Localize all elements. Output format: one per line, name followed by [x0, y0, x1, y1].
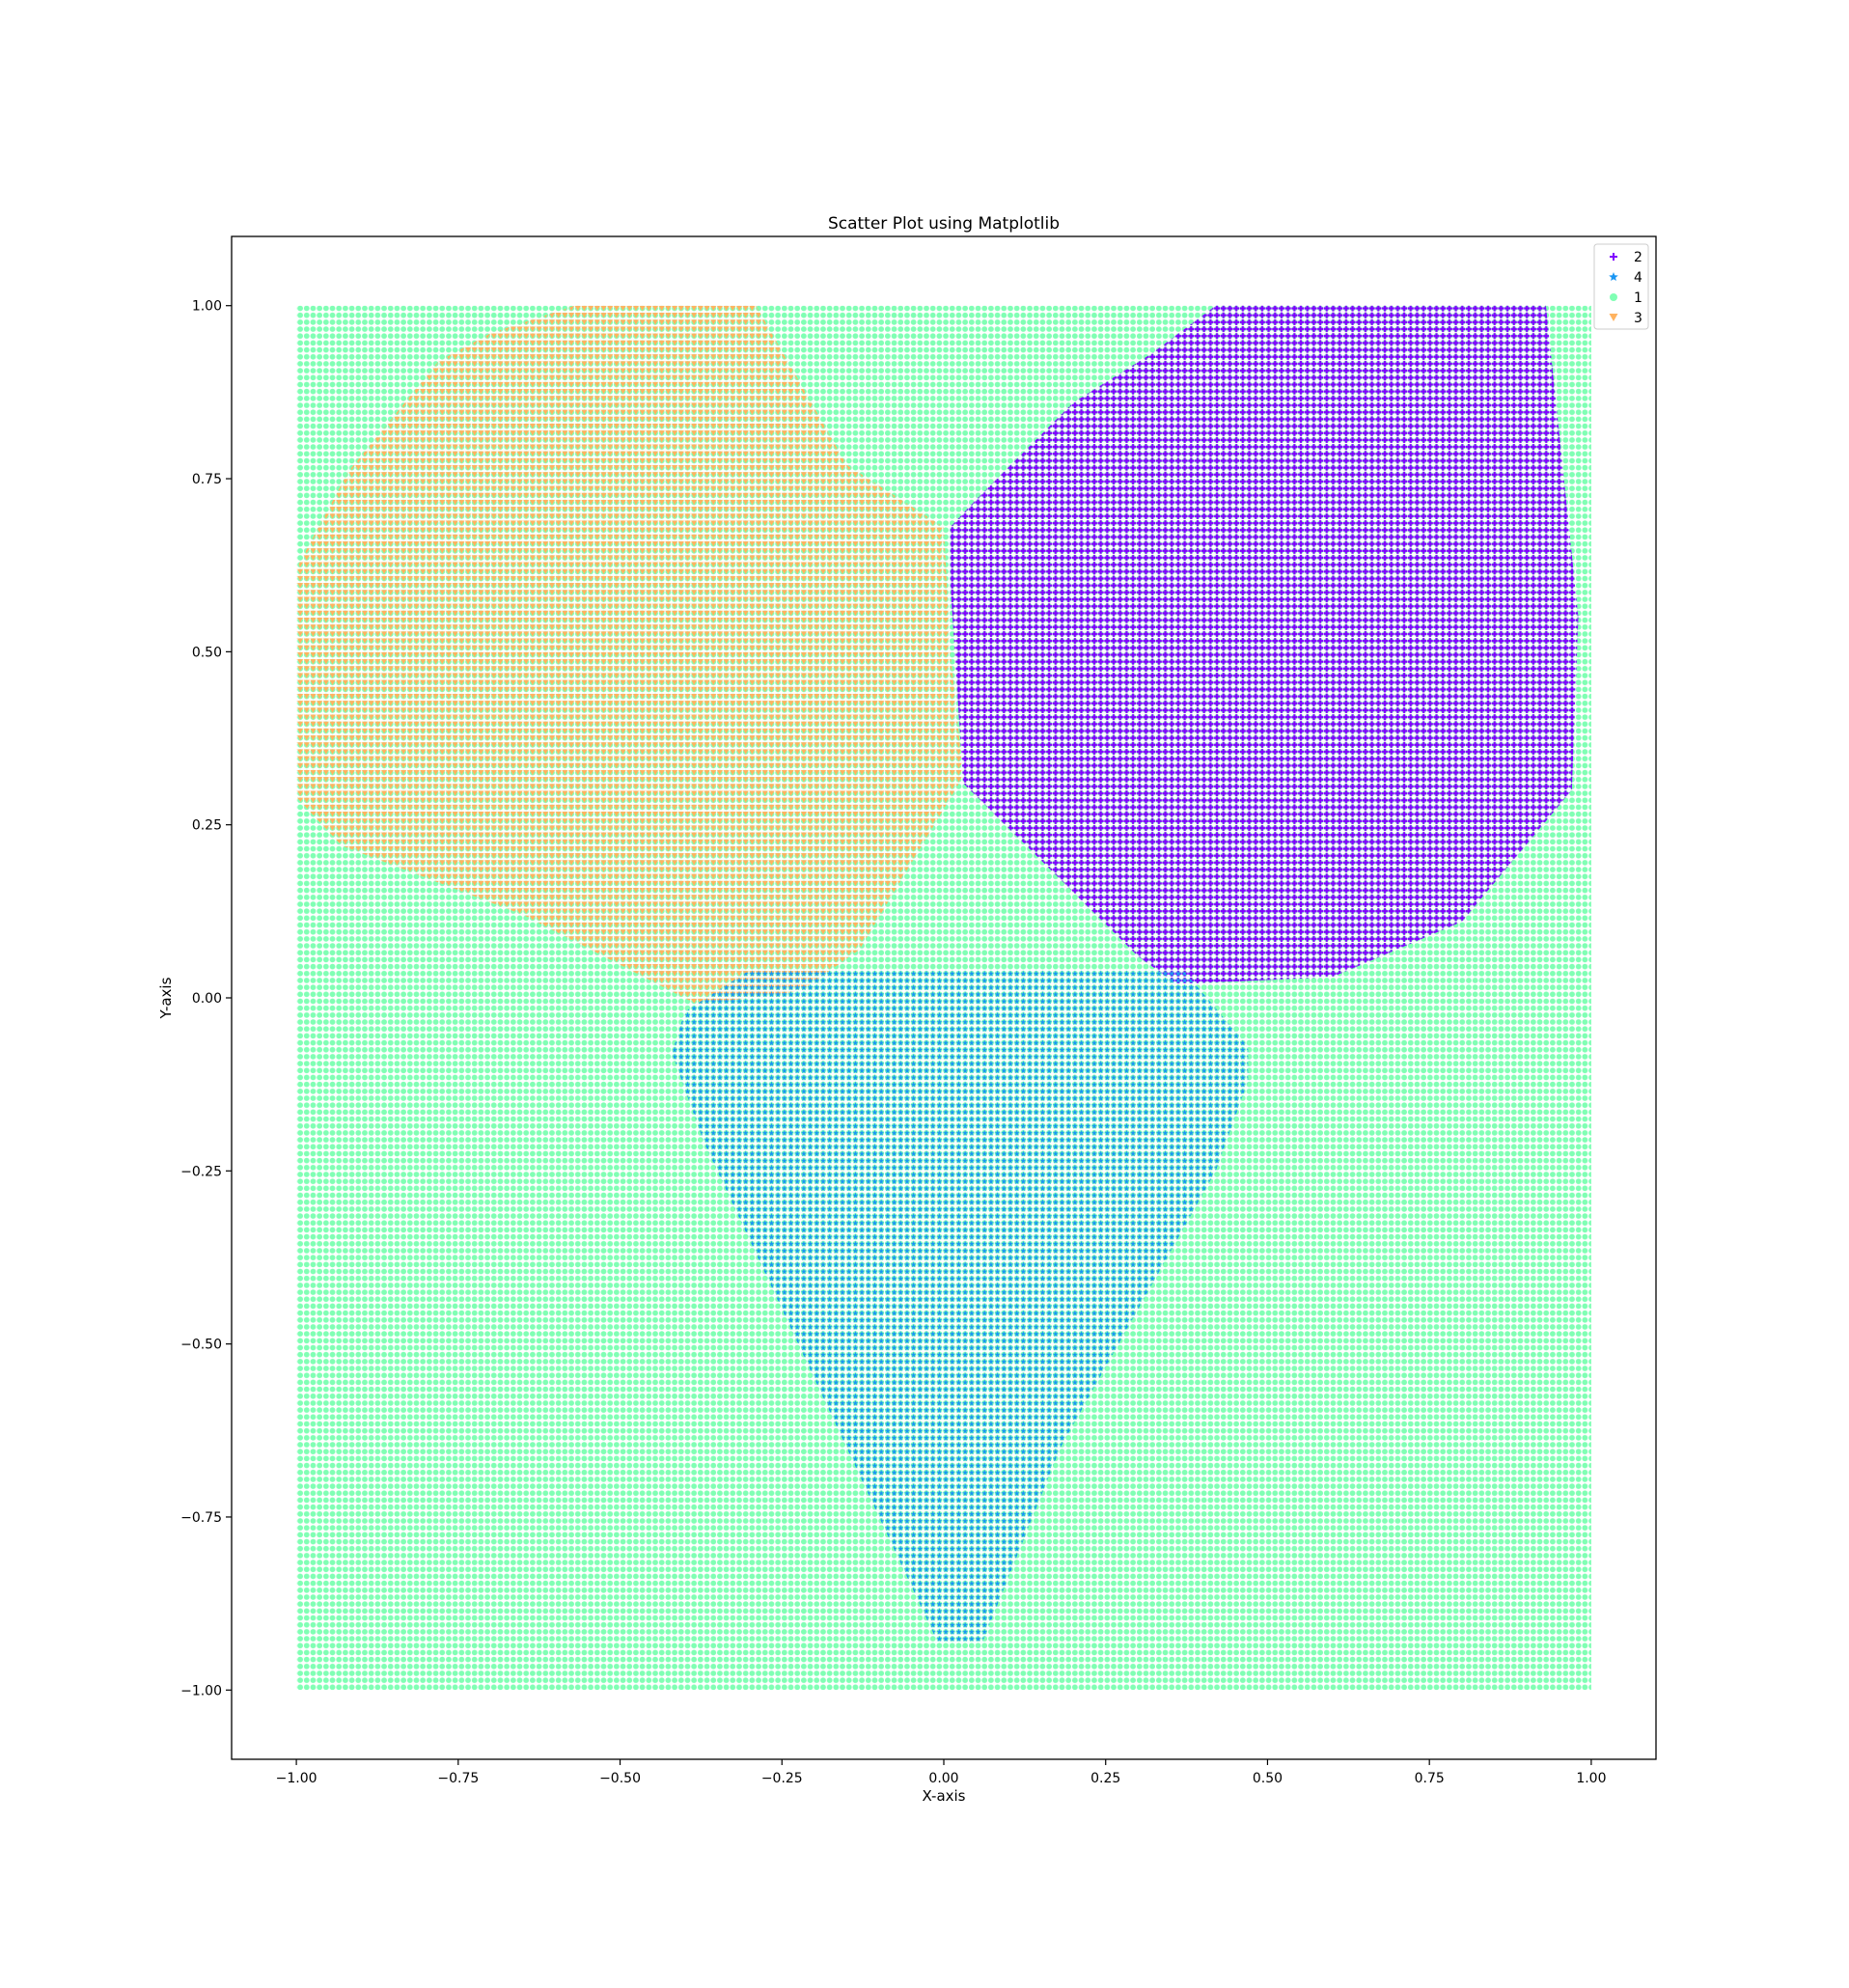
legend-label-series-4: 4 [1634, 270, 1642, 286]
x-tick-label: 0.50 [1253, 1771, 1283, 1786]
x-axis-ticks: −1.00 −0.75 −0.50 −0.25 0.00 0.25 0.50 0.75 1.00 [276, 1759, 1606, 1786]
legend-frame [1593, 243, 1649, 330]
y-tick-label: −0.75 [180, 1510, 222, 1526]
x-tick-label: 1.00 [1576, 1771, 1606, 1786]
x-tick-label: 0.00 [928, 1771, 958, 1786]
y-axis-label: Y-axis [157, 977, 175, 1019]
scatter-points-layer [296, 305, 1591, 1691]
y-tick-label: 0.00 [192, 991, 222, 1007]
x-tick-label: −1.00 [276, 1771, 317, 1786]
x-tick-label: −0.75 [437, 1771, 479, 1786]
y-axis-ticks: 1.00 0.75 0.50 0.25 0.00 −0.25 −0.50 −0.75 −1.00 [180, 299, 232, 1698]
y-tick-label: −0.50 [180, 1338, 222, 1353]
y-tick-label: 1.00 [192, 299, 222, 315]
y-tick-label: −0.25 [180, 1164, 222, 1179]
series-3-points [296, 305, 964, 1006]
legend-marker-series-2 [1610, 253, 1617, 261]
legend-marker-series-3 [1609, 314, 1618, 321]
series-4-points [672, 970, 1249, 1643]
y-tick-label: 0.25 [192, 818, 222, 834]
x-tick-label: 0.75 [1415, 1771, 1445, 1786]
x-tick-label: −0.25 [761, 1771, 803, 1786]
legend-label-series-2: 2 [1634, 250, 1642, 265]
legend-label-series-1: 1 [1634, 290, 1642, 306]
legend-label-series-3: 3 [1634, 311, 1642, 326]
legend-marker-series-4 [1609, 272, 1618, 281]
y-tick-label: 0.50 [192, 645, 222, 660]
series-2-points [950, 305, 1579, 984]
x-axis-label: X-axis [923, 1787, 966, 1805]
legend-marker-series-1 [1610, 293, 1617, 301]
y-tick-label: −1.00 [180, 1683, 222, 1698]
x-tick-label: 0.25 [1090, 1771, 1120, 1786]
chart-title: Scatter Plot using Matplotlib [828, 214, 1060, 234]
y-tick-label: 0.75 [192, 472, 222, 487]
x-tick-label: −0.50 [599, 1771, 641, 1786]
legend: 2 4 1 3 [1593, 243, 1649, 330]
